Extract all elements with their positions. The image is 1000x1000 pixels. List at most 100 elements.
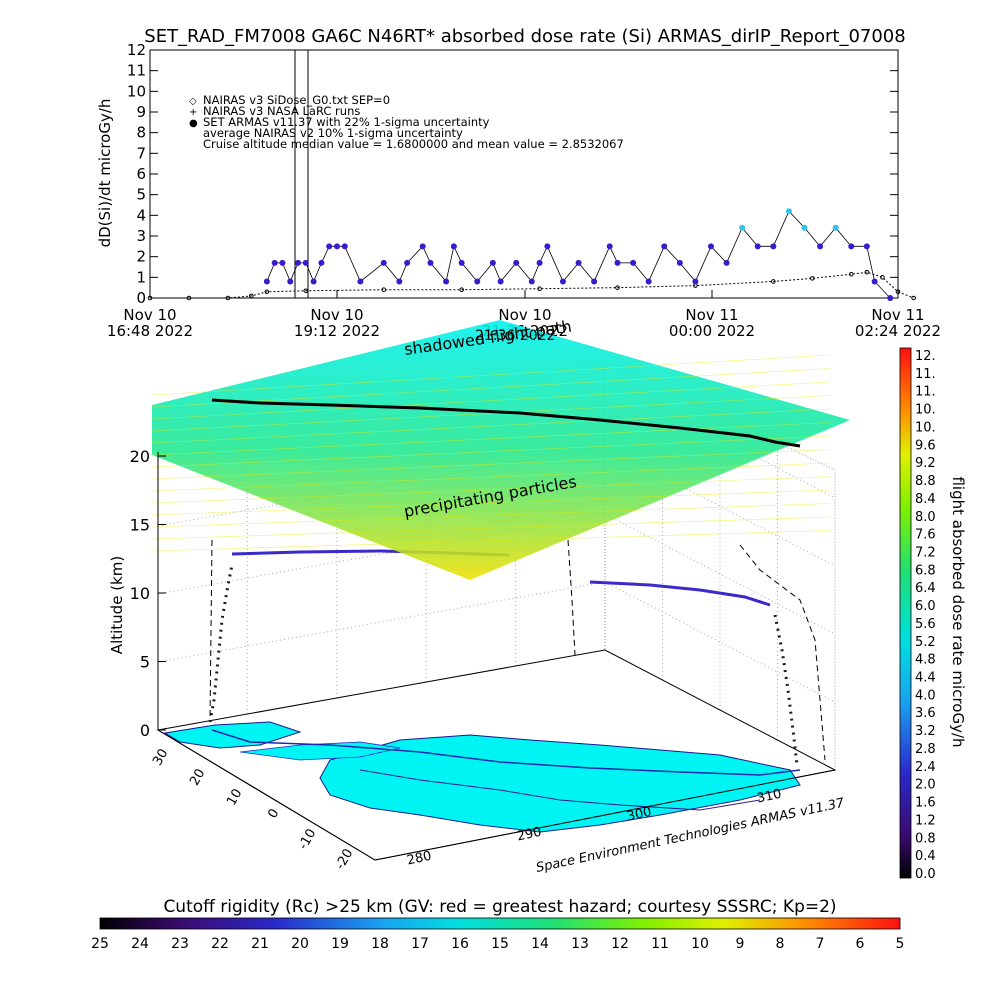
landmass-north [319, 734, 801, 833]
precip-hatch-line [151, 503, 831, 528]
legend-symbol: ◇ [189, 96, 197, 107]
point-armas [785, 208, 792, 215]
right-colorbar-tick-label: 3.2 [915, 724, 936, 739]
point-armas [513, 259, 520, 266]
flight-track-shadowed [211, 398, 801, 448]
precip-hatch-line [151, 462, 831, 492]
bottom-colorbar: Cutoff rigidity (Rc) >25 km (GV: red = g… [91, 897, 904, 952]
point-nairas [459, 287, 464, 293]
legend-entry: NAIRAS v3 SiDose_G0.txt SEP=0 [203, 93, 390, 107]
bottom-colorbar-ticks: 25 24 23 22 21 20 19 18 17 16 15 14 13 12 11 10 9 8 7 6 5 [91, 936, 904, 952]
precip-hatch-line [151, 368, 831, 408]
point-nairas [771, 279, 776, 284]
right-colorbar-tick-label: 6.4 [915, 581, 936, 596]
y-tick-label: 4 [136, 206, 146, 224]
top-legend: ◇ NAIRAS v3 SiDose_G0.txt SEP=0 + NAIRAS v3… [189, 93, 624, 151]
point-nairas [264, 289, 270, 295]
point-armas [271, 259, 278, 266]
precip-hatch-line [151, 381, 831, 420]
legend-symbol: + [189, 107, 197, 118]
bottom-colorbar-tick-label: 6 [856, 936, 865, 952]
right-colorbar-tick-label: 6.8 [915, 563, 936, 578]
right-colorbar-tick-label: 1.2 [915, 813, 936, 828]
right-colorbar-tick-label: 9.6 [915, 438, 936, 453]
altitude-tick-label: 20 [130, 447, 150, 466]
point-armas [887, 295, 894, 301]
precip-hatch-line [151, 354, 831, 396]
point-nairas [615, 285, 620, 290]
latitude-tick-label: -20 [333, 847, 357, 873]
right-colorbar-tick-label: 0.8 [915, 831, 936, 846]
right-colorbar-tick-label: 2.4 [915, 760, 936, 775]
point-nairas [186, 295, 192, 301]
legend-entry: average NAIRAS v2 10% 1-sigma uncertaint… [203, 126, 463, 140]
point-armas [497, 278, 504, 285]
right-colorbar-tick-label: 6.0 [915, 599, 936, 614]
longitude-tick-label: 310 [756, 787, 783, 807]
point-armas [832, 224, 839, 231]
precip-hatch-line [151, 408, 831, 444]
bottom-colorbar-tick-label: 21 [251, 936, 269, 952]
point-armas [310, 278, 317, 285]
point-armas [645, 278, 652, 285]
point-armas [606, 243, 613, 250]
bottom-colorbar-tick-label: 9 [736, 936, 745, 952]
longitude-tick-label: 290 [516, 825, 543, 845]
y-tick-label: 8 [136, 124, 146, 142]
bottom-colorbar-tick-label: 18 [371, 936, 389, 952]
right-colorbar-label: flight absorbed dose rate microGy/h [949, 476, 967, 747]
point-nairas [248, 293, 254, 299]
series-line-armas [266, 210, 891, 299]
right-colorbar-tick-label: 12. [915, 349, 936, 364]
point-armas [279, 259, 286, 266]
right-colorbar: 12. 11. 11. 10. 10. 9.6 9.2 8.8 8.4 8.0 7.6 7.2 6.8 6… [899, 347, 967, 882]
bottom-colorbar-tick-label: 20 [291, 936, 309, 952]
top-ylabel: dD(Si)/dt microGy/h [96, 99, 114, 248]
precipitating-hatch [151, 354, 831, 552]
point-armas [404, 259, 411, 266]
right-colorbar-tick-label: 2.8 [915, 742, 936, 757]
x-tick-label-time: 02:24 2022 [855, 322, 941, 340]
y-tick-label: 11 [127, 62, 146, 80]
precip-hatch-line [151, 422, 831, 456]
bottom-colorbar-tick-label: 5 [896, 936, 905, 952]
series-line-nairas [150, 271, 914, 299]
right-colorbar-tick-label: 10. [915, 420, 936, 435]
bottom-colorbar-tick-label: 7 [816, 936, 825, 952]
altitude-tick-label: 0 [140, 721, 150, 740]
right-colorbar-tick-label: 8.8 [915, 474, 936, 489]
point-armas [295, 259, 302, 266]
point-armas [357, 278, 364, 285]
map-3d-scene: shadowed flight path precipitating parti… [108, 317, 850, 876]
precip-hatch-line [151, 435, 831, 468]
island-chain [239, 741, 401, 761]
precip-hatch-line [151, 395, 831, 432]
bottom-colorbar-tick-label: 15 [491, 936, 509, 952]
point-armas [676, 259, 683, 266]
point-armas [575, 259, 582, 266]
point-nairas [848, 271, 854, 277]
point-armas [458, 259, 465, 266]
bottom-colorbar-tick-label: 19 [331, 936, 349, 952]
y-tick-label: 0 [136, 289, 146, 307]
point-nairas [147, 295, 153, 301]
point-armas [427, 259, 434, 266]
point-armas [450, 243, 457, 250]
point-nairas [864, 269, 870, 275]
precip-hatch-line [151, 489, 831, 516]
right-colorbar-tick-label: 7.6 [915, 528, 936, 543]
figure-title: SET_RAD_FM7008 GA6C N46RT* absorbed dose… [144, 26, 905, 47]
right-colorbar-tick-label: 0.0 [915, 867, 936, 882]
point-armas [443, 278, 450, 285]
longitude-tick-label: 280 [406, 849, 433, 869]
map-ylabel: Altitude (km) [108, 556, 126, 654]
flight-track-shadow-right [739, 544, 826, 761]
lon-axis [374, 769, 836, 861]
altitude-tick-label: 5 [140, 653, 150, 672]
y-tick-label: 3 [136, 227, 146, 245]
point-nairas [381, 287, 387, 293]
point-nairas [809, 276, 815, 281]
y-tick-label: 6 [136, 165, 146, 183]
